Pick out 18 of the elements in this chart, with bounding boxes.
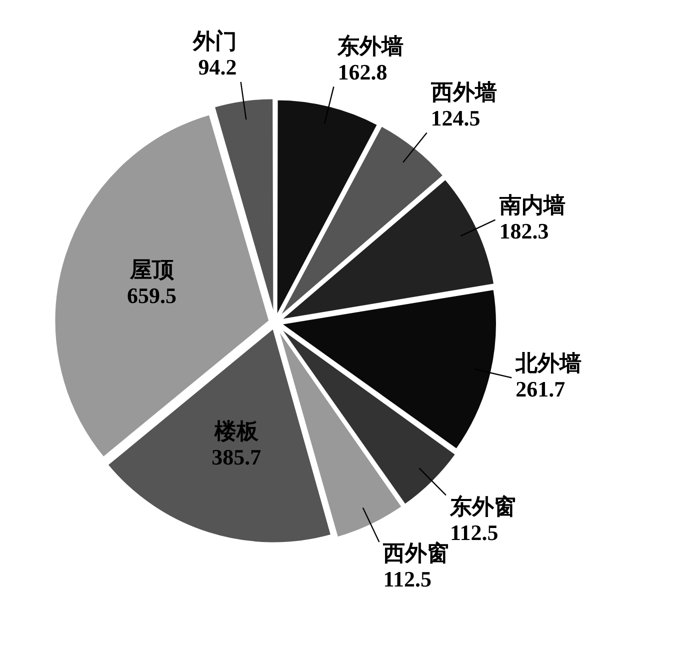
data-label: 94.2 — [198, 54, 237, 80]
slice-label: 外门 — [192, 28, 237, 54]
slice-label: 西外墙 — [430, 79, 497, 104]
data-label: 124.5 — [430, 105, 480, 130]
data-label: 112.5 — [383, 566, 432, 592]
data-label: 162.8 — [338, 59, 388, 84]
slice-label: 西外窗 — [382, 540, 450, 566]
slice-label: 屋顶 — [128, 257, 175, 282]
slice-label: 北外墙 — [514, 350, 582, 376]
data-label: 112.5 — [450, 520, 498, 545]
slice-label: 东外墙 — [336, 33, 404, 58]
data-label: 385.7 — [212, 444, 262, 470]
slice-label: 东外窗 — [448, 494, 516, 519]
slice-label: 楼板 — [213, 418, 260, 444]
data-label: 261.7 — [516, 376, 566, 402]
data-label: 659.5 — [127, 283, 176, 308]
data-label: 182.3 — [499, 218, 549, 244]
slice-label: 南内墙 — [498, 192, 566, 218]
